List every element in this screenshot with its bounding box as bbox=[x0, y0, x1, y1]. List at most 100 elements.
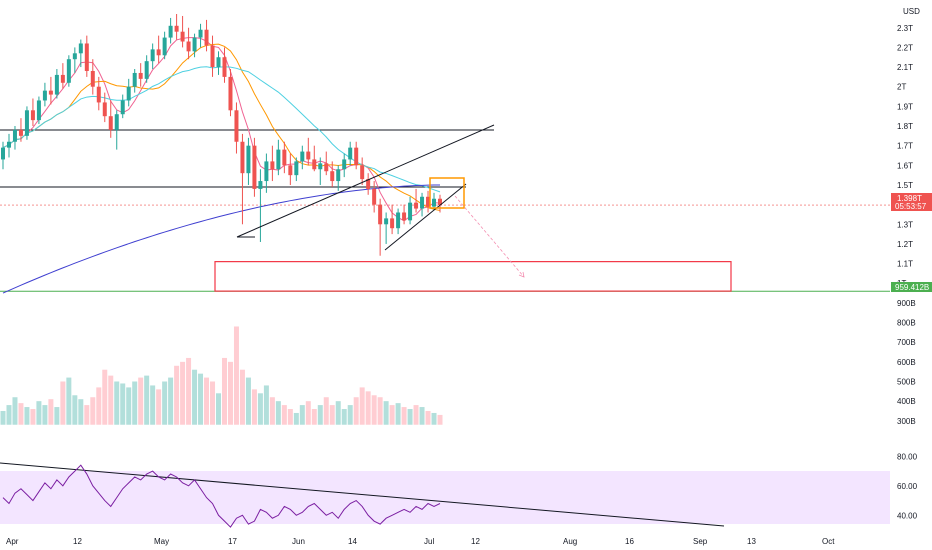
candle-body bbox=[426, 196, 431, 207]
candle-body bbox=[438, 198, 442, 206]
price-tick-label: 300B bbox=[897, 417, 916, 426]
volume-bar bbox=[96, 387, 102, 425]
rsi-band bbox=[0, 471, 890, 524]
volume-bar bbox=[353, 397, 359, 425]
volume-bar bbox=[48, 399, 54, 425]
volume-bar bbox=[6, 405, 12, 425]
ma-long-line bbox=[2, 184, 441, 294]
price-tick-label: 1.5T bbox=[897, 181, 913, 190]
volume-bar bbox=[168, 377, 174, 425]
candle-body bbox=[414, 202, 419, 209]
projection-arrow[interactable] bbox=[454, 195, 525, 278]
candle-body bbox=[396, 212, 401, 229]
candle-body bbox=[372, 188, 377, 205]
candle-body bbox=[420, 196, 425, 209]
volume-bar bbox=[311, 409, 317, 425]
candle-body bbox=[354, 147, 359, 166]
highlight-box[interactable] bbox=[429, 177, 465, 209]
moving-averages bbox=[2, 37, 441, 294]
wedge-lower-line[interactable] bbox=[384, 183, 467, 251]
currency-label: USD bbox=[903, 7, 920, 16]
candle-body bbox=[234, 110, 239, 142]
candle-body bbox=[120, 100, 125, 115]
volume-bar bbox=[251, 389, 257, 425]
volume-bar bbox=[72, 395, 78, 425]
candle-body bbox=[54, 74, 59, 95]
time-axis[interactable]: Apr 12 May 17 Jun 14 Jul 12 Aug 16 Sep 13 Oct bbox=[6, 537, 835, 546]
candle-body bbox=[330, 171, 335, 182]
volume-bar bbox=[431, 412, 437, 425]
price-tick-label: 2.2T bbox=[897, 43, 913, 52]
volume-bar bbox=[407, 409, 413, 425]
volume-bar bbox=[150, 385, 156, 425]
candle-body bbox=[408, 202, 413, 221]
volume-bar bbox=[281, 405, 287, 425]
time-tick-label: 14 bbox=[348, 537, 357, 546]
time-tick-label: 17 bbox=[228, 537, 237, 546]
candle-body bbox=[390, 218, 395, 229]
triangle-upper-line[interactable] bbox=[236, 124, 495, 238]
volume-bar bbox=[257, 393, 263, 425]
volume-bar bbox=[180, 361, 186, 425]
volume-bar bbox=[210, 381, 216, 425]
time-tick-label: Jul bbox=[424, 537, 434, 546]
candle-body bbox=[114, 114, 119, 130]
candle-body bbox=[60, 74, 65, 83]
volume-bar bbox=[371, 395, 377, 425]
rsi-line bbox=[2, 464, 441, 528]
candle-body bbox=[342, 159, 347, 170]
price-tick-label: 2.3T bbox=[897, 24, 913, 33]
price-tick-label: 700B bbox=[897, 338, 916, 347]
candle-body bbox=[24, 110, 29, 136]
candle-body bbox=[246, 145, 251, 174]
candle-body bbox=[12, 129, 17, 142]
time-tick-label: 12 bbox=[73, 537, 82, 546]
volume-bar bbox=[233, 326, 239, 425]
volume-bar bbox=[30, 409, 36, 425]
volume-bars bbox=[0, 326, 443, 425]
price-tick-label: 2.1T bbox=[897, 63, 913, 72]
arrowhead-icon bbox=[518, 271, 525, 278]
volume-bar bbox=[114, 381, 120, 425]
candle-body bbox=[198, 29, 203, 38]
price-tick-label: 2T bbox=[897, 83, 906, 92]
candle-body bbox=[264, 161, 269, 182]
price-tick-label: 1.6T bbox=[897, 161, 913, 170]
volume-bar bbox=[425, 410, 431, 425]
volume-bar bbox=[24, 407, 30, 425]
rsi-trend-line[interactable] bbox=[0, 462, 725, 527]
volume-bar bbox=[162, 381, 168, 425]
price-axis[interactable]: 2.3T 2.2T 2.1T 2T 1.9T 1.8T 1.7T 1.6T 1.5T 1.3T 1.… bbox=[897, 24, 916, 426]
volume-bar bbox=[78, 399, 84, 425]
volume-bar bbox=[192, 369, 198, 425]
candle-body bbox=[402, 212, 407, 221]
volume-bar bbox=[120, 383, 126, 425]
candle-body bbox=[48, 90, 53, 95]
rsi-tick-label: 40.00 bbox=[897, 511, 918, 520]
candle-body bbox=[252, 145, 257, 189]
price-tick-label: 500B bbox=[897, 378, 916, 387]
volume-bar bbox=[401, 407, 407, 425]
candle-body bbox=[282, 149, 287, 166]
volume-bar bbox=[413, 405, 419, 425]
volume-bar bbox=[132, 381, 138, 425]
volume-bar bbox=[365, 391, 371, 425]
candle-body bbox=[126, 86, 131, 101]
candle-body bbox=[156, 49, 161, 56]
volume-bar bbox=[317, 405, 323, 425]
candle-body bbox=[366, 179, 371, 189]
volume-bar bbox=[42, 405, 48, 425]
time-tick-label: 16 bbox=[625, 537, 634, 546]
volume-bar bbox=[36, 401, 42, 425]
volume-bar bbox=[359, 387, 365, 425]
volume-bar bbox=[60, 381, 66, 425]
volume-bar bbox=[299, 405, 305, 425]
target-zone-box[interactable] bbox=[214, 261, 732, 292]
candle-body bbox=[324, 163, 329, 172]
volume-bar bbox=[377, 397, 383, 425]
volume-bar bbox=[275, 401, 281, 425]
volume-bar bbox=[341, 409, 347, 425]
candle-body bbox=[1, 147, 5, 160]
rsi-axis[interactable]: 80.00 60.00 40.00 bbox=[897, 452, 918, 520]
